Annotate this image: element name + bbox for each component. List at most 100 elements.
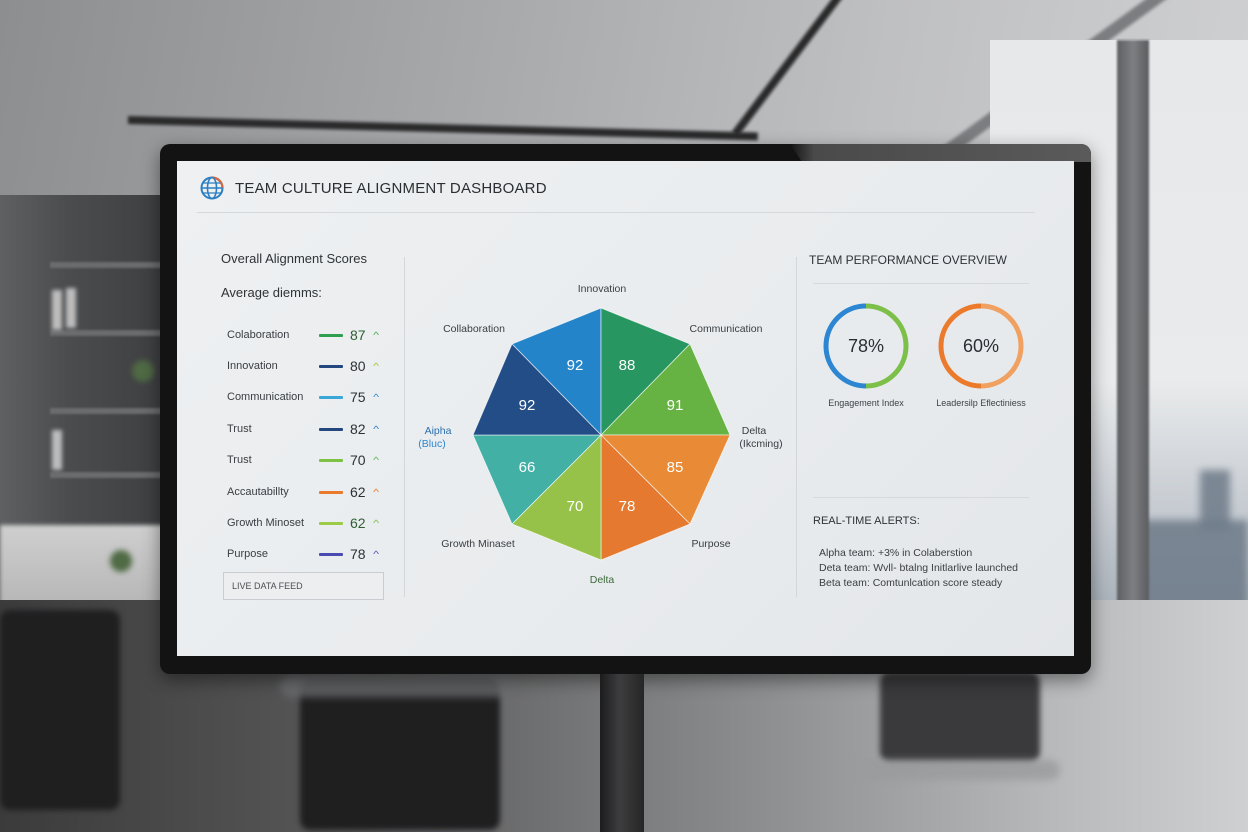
dashboard-screen: TEAM CULTURE ALIGNMENT DASHBOARD Overall… bbox=[177, 161, 1074, 656]
window-mullion bbox=[1117, 40, 1149, 660]
chevron-up-icon: ^ bbox=[373, 455, 380, 465]
axis-label-innovation: Innovation bbox=[578, 283, 627, 295]
metric-row: Growth Minoset 62 ^ bbox=[227, 513, 387, 533]
chevron-up-icon: ^ bbox=[373, 424, 380, 434]
chair bbox=[280, 675, 520, 697]
metric-bar bbox=[319, 458, 343, 462]
chair bbox=[880, 672, 1040, 762]
segment-alpha-collaboration[interactable] bbox=[472, 343, 602, 436]
book bbox=[52, 290, 62, 330]
metric-value: 82 bbox=[350, 421, 366, 437]
column-divider bbox=[796, 257, 797, 597]
axis-label-alpha-sub: (Bluc) bbox=[418, 438, 445, 450]
metric-value: 80 bbox=[350, 358, 366, 374]
metric-value: 70 bbox=[350, 452, 366, 468]
metric-name: Accautabillty bbox=[227, 486, 289, 498]
alert-item: Alpha team: +3% in Colaberstion bbox=[819, 547, 973, 559]
metric-value: 62 bbox=[350, 484, 366, 500]
live-data-feed-button[interactable]: LIVE DATA FEED bbox=[223, 572, 384, 600]
book bbox=[66, 288, 76, 328]
team-performance-title: TEAM PERFORMANCE OVERVIEW bbox=[809, 253, 1007, 267]
team-performance-panel: TEAM PERFORMANCE OVERVIEW 78% Engagement… bbox=[809, 253, 1034, 589]
octagon-alignment-chart: 92 88 91 85 78 70 66 92 Innovation Colla… bbox=[418, 283, 782, 586]
metric-row: Trust 82 ^ bbox=[227, 419, 387, 439]
axis-label-growth-mindset: Growth Minaset bbox=[441, 538, 515, 550]
metric-bar bbox=[319, 333, 343, 337]
metric-row: Colaboration 87 ^ bbox=[227, 325, 387, 345]
alert-item: Beta team: Comtunlcation score steady bbox=[819, 577, 1003, 589]
axis-label-collaboration: Collaboration bbox=[443, 323, 505, 335]
chair bbox=[0, 610, 120, 810]
dashboard-title: TEAM CULTURE ALIGNMENT DASHBOARD bbox=[235, 179, 547, 197]
engagement-index-gauge: 78% bbox=[823, 303, 909, 389]
average-dimensions-label: Average diemms: bbox=[221, 285, 322, 300]
metric-name: Purpose bbox=[227, 548, 268, 560]
metric-value: 75 bbox=[350, 389, 366, 405]
chevron-up-icon: ^ bbox=[373, 487, 380, 497]
chevron-up-icon: ^ bbox=[373, 549, 380, 559]
segment-value: 88 bbox=[619, 357, 636, 374]
chevron-up-icon: ^ bbox=[373, 330, 380, 340]
metric-value: 87 bbox=[350, 327, 366, 343]
axis-label-delta-sub: (Ikcming) bbox=[739, 438, 782, 450]
segment-value: 85 bbox=[667, 459, 684, 476]
shelf bbox=[50, 262, 170, 268]
alert-item: Deta team: Wvll- btalng Initlarlive laun… bbox=[819, 562, 1019, 574]
metric-name: Trust bbox=[227, 423, 252, 435]
alignment-scores-panel: Overall Alignment Scores Average diemms: bbox=[221, 251, 391, 300]
metric-bar bbox=[319, 364, 343, 368]
axis-label-delta-bottom: Delta bbox=[590, 574, 615, 586]
axis-label-communication: Communication bbox=[690, 323, 763, 335]
shelf bbox=[50, 408, 170, 414]
segment-value: 92 bbox=[567, 357, 584, 374]
metric-bar bbox=[319, 490, 343, 494]
metric-name: Communication bbox=[227, 391, 304, 403]
plant bbox=[132, 360, 154, 382]
globe-icon bbox=[200, 176, 224, 200]
performance-divider bbox=[813, 283, 1029, 284]
city-skyline bbox=[1200, 470, 1230, 530]
metric-row: Communication 75 ^ bbox=[227, 387, 387, 407]
alerts-divider bbox=[813, 497, 1029, 498]
segment-value: 70 bbox=[567, 498, 584, 515]
monitor-stand bbox=[600, 674, 644, 832]
metric-row: Purpose 78 ^ bbox=[227, 544, 387, 564]
desk bbox=[0, 525, 170, 605]
leadership-effectiveness-gauge: 60% bbox=[938, 303, 1024, 389]
chevron-up-icon: ^ bbox=[373, 518, 380, 528]
column-divider bbox=[404, 257, 405, 597]
real-time-alerts-title: REAL-TIME ALERTS: bbox=[813, 515, 920, 527]
shelf bbox=[50, 330, 170, 336]
metric-name: Growth Minoset bbox=[227, 517, 305, 529]
monitor-glare bbox=[790, 144, 1091, 162]
metric-row: Innovation 80 ^ bbox=[227, 356, 387, 376]
axis-label-alpha: Aipha bbox=[425, 425, 452, 437]
donut-ring-icon bbox=[938, 303, 1024, 389]
header-divider bbox=[197, 212, 1035, 213]
metric-value: 78 bbox=[350, 546, 366, 562]
axis-label-purpose: Purpose bbox=[691, 538, 730, 550]
plant bbox=[110, 550, 132, 572]
metric-name: Innovation bbox=[227, 360, 278, 372]
alignment-scores-title: Overall Alignment Scores bbox=[221, 251, 367, 266]
metric-bar bbox=[319, 427, 343, 431]
book bbox=[52, 430, 62, 470]
leadership-effectiveness-label: Leadersilp Eflectiniess bbox=[936, 398, 1026, 408]
axis-label-delta: Delta bbox=[742, 425, 767, 437]
metric-value: 62 bbox=[350, 515, 366, 531]
segment-value: 91 bbox=[667, 397, 684, 414]
engagement-index-value: 78% bbox=[847, 335, 885, 356]
metric-name: Trust bbox=[227, 454, 252, 466]
metric-row: Trust 70 ^ bbox=[227, 450, 387, 470]
shelf bbox=[50, 472, 170, 478]
segment-value: 66 bbox=[519, 459, 536, 476]
engagement-index-label: Engagement Index bbox=[828, 398, 904, 408]
chair-base bbox=[860, 760, 1060, 780]
dashboard-header: TEAM CULTURE ALIGNMENT DASHBOARD bbox=[199, 175, 547, 201]
segment-value: 92 bbox=[519, 397, 536, 414]
metric-name: Colaboration bbox=[227, 329, 290, 341]
metric-row: Accautabillty 62 ^ bbox=[227, 482, 387, 502]
chair bbox=[300, 680, 500, 830]
segment-value: 78 bbox=[619, 498, 636, 515]
donut-ring-icon bbox=[823, 303, 909, 389]
